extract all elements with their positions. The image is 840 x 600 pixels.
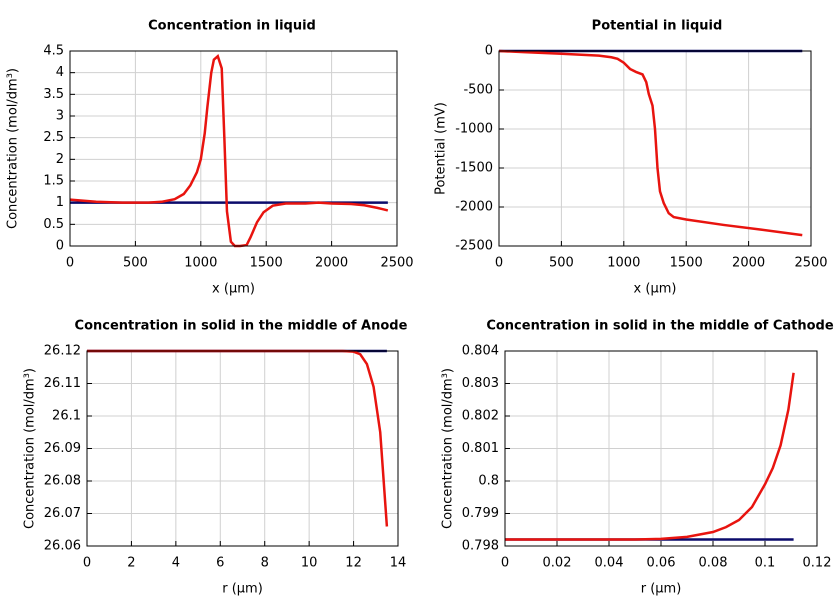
y-tick-label: 0 xyxy=(56,239,64,254)
x-tick-label: 500 xyxy=(549,256,574,271)
series-line xyxy=(505,372,795,541)
y-tick-label: 2 xyxy=(56,152,64,167)
x-axis-label: r (µm) xyxy=(222,582,263,597)
plot-frame xyxy=(86,350,399,547)
x-tick-label: 0 xyxy=(501,556,509,571)
chart-title: Potential in liquid xyxy=(592,19,723,34)
x-tick-label: 2500 xyxy=(794,256,827,271)
y-tick-label: 0.799 xyxy=(462,506,499,521)
x-tick-label: 0.08 xyxy=(699,556,728,571)
plot-frame xyxy=(69,50,398,247)
y-tick-label: 26.08 xyxy=(44,474,81,489)
x-tick-label: 1000 xyxy=(184,256,217,271)
x-axis-label: x (µm) xyxy=(634,282,677,297)
x-tick-label: 0.06 xyxy=(647,556,676,571)
y-tick-label: 0.804 xyxy=(462,344,499,359)
x-tick-label: 2 xyxy=(127,556,135,571)
y-tick-label: 0.803 xyxy=(462,376,499,391)
y-tick-label: 26.07 xyxy=(44,506,81,521)
x-tick-label: 4 xyxy=(172,556,180,571)
y-tick-label: -2000 xyxy=(455,200,493,215)
y-tick-label: 0.802 xyxy=(462,409,499,424)
x-axis-label: x (µm) xyxy=(212,282,255,297)
x-tick-label: 6 xyxy=(216,556,224,571)
y-tick-label: 0.8 xyxy=(478,474,499,489)
x-tick-label: 10 xyxy=(301,556,318,571)
series-line xyxy=(87,349,389,527)
y-tick-label: -2500 xyxy=(455,239,493,254)
x-tick-label: 0.02 xyxy=(543,556,572,571)
chart-title: Concentration in liquid xyxy=(148,19,316,34)
x-tick-label: 14 xyxy=(390,556,407,571)
x-tick-label: 2000 xyxy=(315,256,348,271)
x-tick-label: 0.04 xyxy=(595,556,624,571)
y-axis-label: Concentration (mol/dm³) xyxy=(23,368,38,529)
y-tick-label: 0.801 xyxy=(462,441,499,456)
y-tick-label: 2.5 xyxy=(43,130,64,145)
chart-title: Concentration in solid in the middle of … xyxy=(486,319,834,334)
y-tick-label: 1 xyxy=(56,195,64,210)
y-tick-label: 3 xyxy=(56,109,64,124)
y-tick-label: -1500 xyxy=(455,161,493,176)
x-tick-label: 1500 xyxy=(250,256,283,271)
y-tick-label: 26.12 xyxy=(44,344,81,359)
y-tick-label: 0.5 xyxy=(43,217,64,232)
x-tick-label: 500 xyxy=(123,256,148,271)
x-tick-label: 2500 xyxy=(380,256,413,271)
series-line xyxy=(498,49,803,237)
x-tick-label: 0 xyxy=(83,556,91,571)
y-tick-label: -1000 xyxy=(455,122,493,137)
y-tick-label: 26.09 xyxy=(44,441,81,456)
x-tick-label: 0.1 xyxy=(755,556,776,571)
x-axis-label: r (µm) xyxy=(641,582,682,597)
y-tick-label: 4.5 xyxy=(43,44,64,59)
series-line xyxy=(69,53,389,248)
x-tick-label: 1500 xyxy=(670,256,703,271)
y-tick-label: -500 xyxy=(463,83,493,98)
plot-frame xyxy=(504,350,818,547)
y-tick-label: 4 xyxy=(56,65,64,80)
y-tick-label: 3.5 xyxy=(43,87,64,102)
plot-frame xyxy=(498,50,812,247)
y-tick-label: 26.11 xyxy=(44,376,81,391)
y-tick-label: 1.5 xyxy=(43,174,64,189)
x-tick-label: 0.12 xyxy=(803,556,832,571)
y-axis-label: Potential (mV) xyxy=(434,102,449,195)
x-tick-label: 0 xyxy=(66,256,74,271)
y-tick-label: 26.1 xyxy=(52,409,81,424)
x-tick-label: 1000 xyxy=(607,256,640,271)
x-tick-label: 0 xyxy=(495,256,503,271)
y-tick-label: 26.06 xyxy=(44,539,81,554)
y-tick-label: 0.798 xyxy=(462,539,499,554)
x-tick-label: 12 xyxy=(345,556,362,571)
x-tick-label: 8 xyxy=(261,556,269,571)
y-axis-label: Concentration (mol/dm³) xyxy=(6,68,21,229)
y-axis-label: Concentration (mol/dm³) xyxy=(441,368,456,529)
chart-title: Concentration in solid in the middle of … xyxy=(75,319,408,334)
y-tick-label: 0 xyxy=(485,44,493,59)
x-tick-label: 2000 xyxy=(732,256,765,271)
